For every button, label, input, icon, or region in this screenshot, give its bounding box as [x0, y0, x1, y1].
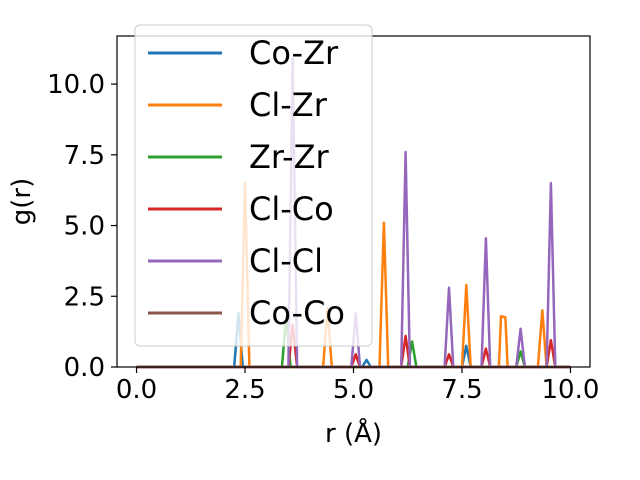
- x-tick-label: 7.5: [441, 375, 482, 405]
- x-tick-label: 10.0: [542, 375, 600, 405]
- x-tick-label: 2.5: [224, 375, 265, 405]
- y-tick-label: 5.0: [64, 212, 105, 242]
- y-tick-label: 0.0: [64, 353, 105, 383]
- y-ticks: 0.0 2.5 5.0 7.5 10.0: [47, 70, 117, 383]
- x-axis-label: r (Å): [325, 417, 382, 449]
- y-tick-label: 10.0: [47, 70, 105, 100]
- y-axis-label: g(r): [7, 178, 37, 225]
- y-tick-label: 7.5: [64, 141, 105, 171]
- legend-label-cl-zr: Cl-Zr: [249, 86, 328, 124]
- x-tick-label: 0.0: [116, 375, 157, 405]
- legend: Co-Zr Cl-Zr Zr-Zr Cl-Co Cl-Cl Co-Co: [134, 24, 373, 347]
- y-tick-label: 2.5: [64, 282, 105, 312]
- legend-label-co-co: Co-Co: [249, 294, 345, 332]
- legend-label-cl-cl: Cl-Cl: [249, 242, 323, 280]
- legend-label-co-zr: Co-Zr: [249, 34, 339, 72]
- x-tick-label: 5.0: [333, 375, 374, 405]
- legend-label-cl-co: Cl-Co: [249, 190, 334, 228]
- x-ticks: 0.0 2.5 5.0 7.5 10.0: [116, 367, 600, 405]
- legend-label-zr-zr: Zr-Zr: [249, 138, 330, 176]
